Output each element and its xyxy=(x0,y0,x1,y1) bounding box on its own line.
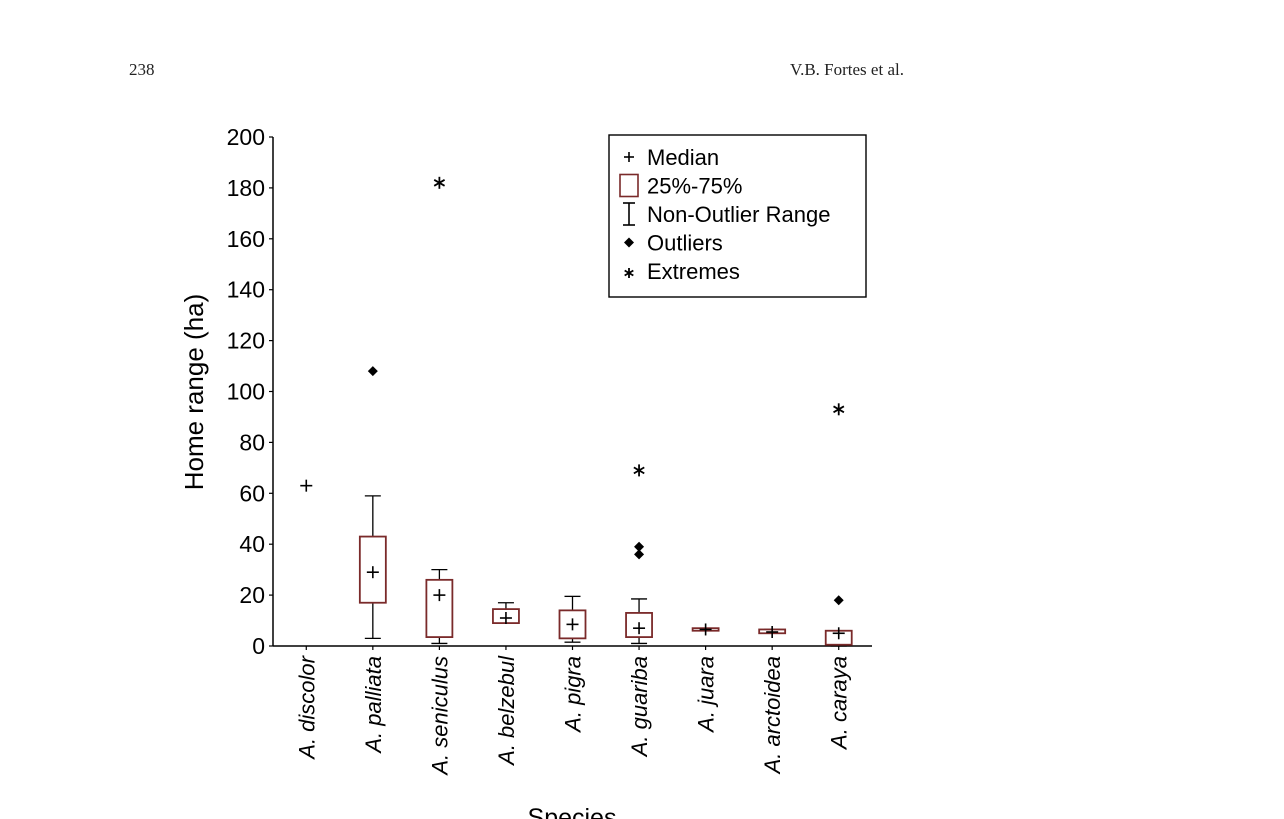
legend-outlier-icon xyxy=(624,237,634,248)
y-tick-label: 200 xyxy=(227,124,265,150)
legend-item: Median xyxy=(624,145,719,170)
x-tick-label: A. discolor xyxy=(294,654,319,760)
legend-whisker-icon xyxy=(623,202,635,226)
legend-box xyxy=(608,134,867,298)
outlier-marker xyxy=(634,541,645,552)
species-box-9 xyxy=(824,403,853,647)
species-box-6 xyxy=(625,464,653,645)
running-head: V.B. Fortes et al. xyxy=(790,60,904,79)
y-tick-label: 120 xyxy=(227,328,265,354)
x-tick-label: A. seniculus xyxy=(427,656,452,777)
median-marker xyxy=(633,622,646,635)
y-tick-label: 140 xyxy=(227,277,265,303)
legend-label: Outliers xyxy=(647,231,723,256)
iqr-box xyxy=(358,535,387,604)
legend-item: Non-Outlier Range xyxy=(623,202,830,227)
y-axis-label: Home range (ha) xyxy=(179,294,209,491)
x-tick-label: A. caraya xyxy=(827,656,852,751)
species-box-2 xyxy=(358,366,387,640)
y-tick-label: 40 xyxy=(239,531,265,557)
legend-item: Outliers xyxy=(624,231,723,256)
outlier-marker xyxy=(367,366,378,377)
legend-label: 25%-75% xyxy=(647,174,742,199)
y-tick-label: 100 xyxy=(227,379,265,405)
y-tick-label: 80 xyxy=(239,429,265,455)
y-tick-label: 20 xyxy=(239,582,265,608)
species-box-7 xyxy=(691,623,720,636)
median-marker xyxy=(766,626,779,639)
outlier-marker xyxy=(634,549,645,560)
median-marker xyxy=(566,618,579,631)
box-series xyxy=(300,176,853,647)
legend-label: Median xyxy=(647,145,719,170)
species-box-1 xyxy=(300,479,313,492)
x-tick-label: A. juara xyxy=(694,656,719,734)
median-marker xyxy=(832,627,845,640)
legend: Median 25%-75% Non-Outlier Range Outliers Ex… xyxy=(608,134,867,298)
legend-median-icon xyxy=(624,152,634,162)
x-tick-label: A. pigra xyxy=(561,656,586,734)
x-tick-label: A. arctoidea xyxy=(760,656,785,775)
median-marker xyxy=(433,589,446,602)
species-box-4 xyxy=(492,602,520,625)
legend-label: Extremes xyxy=(647,259,740,284)
species-box-3 xyxy=(425,176,454,645)
extreme-marker xyxy=(833,403,845,416)
x-tick-label: A. guariba xyxy=(627,656,652,758)
y-tick-label: 60 xyxy=(239,480,265,506)
y-axis-ticks: 0 20 40 60 80 100 120 140 160 180 200 xyxy=(227,124,273,659)
species-box-8 xyxy=(758,626,787,639)
x-tick-label: A. belzebul xyxy=(494,655,519,767)
x-tick-label: A. palliata xyxy=(361,656,386,755)
extreme-marker xyxy=(633,464,645,477)
legend-extreme-icon xyxy=(624,268,634,278)
median-marker xyxy=(300,479,313,492)
median-marker xyxy=(366,566,379,579)
y-tick-label: 0 xyxy=(252,633,265,659)
median-marker xyxy=(499,612,512,625)
legend-box-icon xyxy=(619,173,639,198)
species-box-5 xyxy=(558,595,587,643)
legend-label: Non-Outlier Range xyxy=(647,202,830,227)
y-tick-label: 160 xyxy=(227,226,265,252)
extreme-marker xyxy=(433,176,446,189)
legend-item: Extremes xyxy=(624,259,740,284)
median-marker xyxy=(699,623,712,636)
legend-item: 25%-75% xyxy=(619,173,742,199)
outlier-marker xyxy=(833,595,844,606)
page-number: 238 xyxy=(129,60,155,79)
y-tick-label: 180 xyxy=(227,175,265,201)
x-axis-label: Species xyxy=(528,804,617,819)
x-axis-ticks: A. discolor A. palliata A. seniculus A. bel… xyxy=(294,646,852,777)
iqr-box xyxy=(425,578,454,638)
